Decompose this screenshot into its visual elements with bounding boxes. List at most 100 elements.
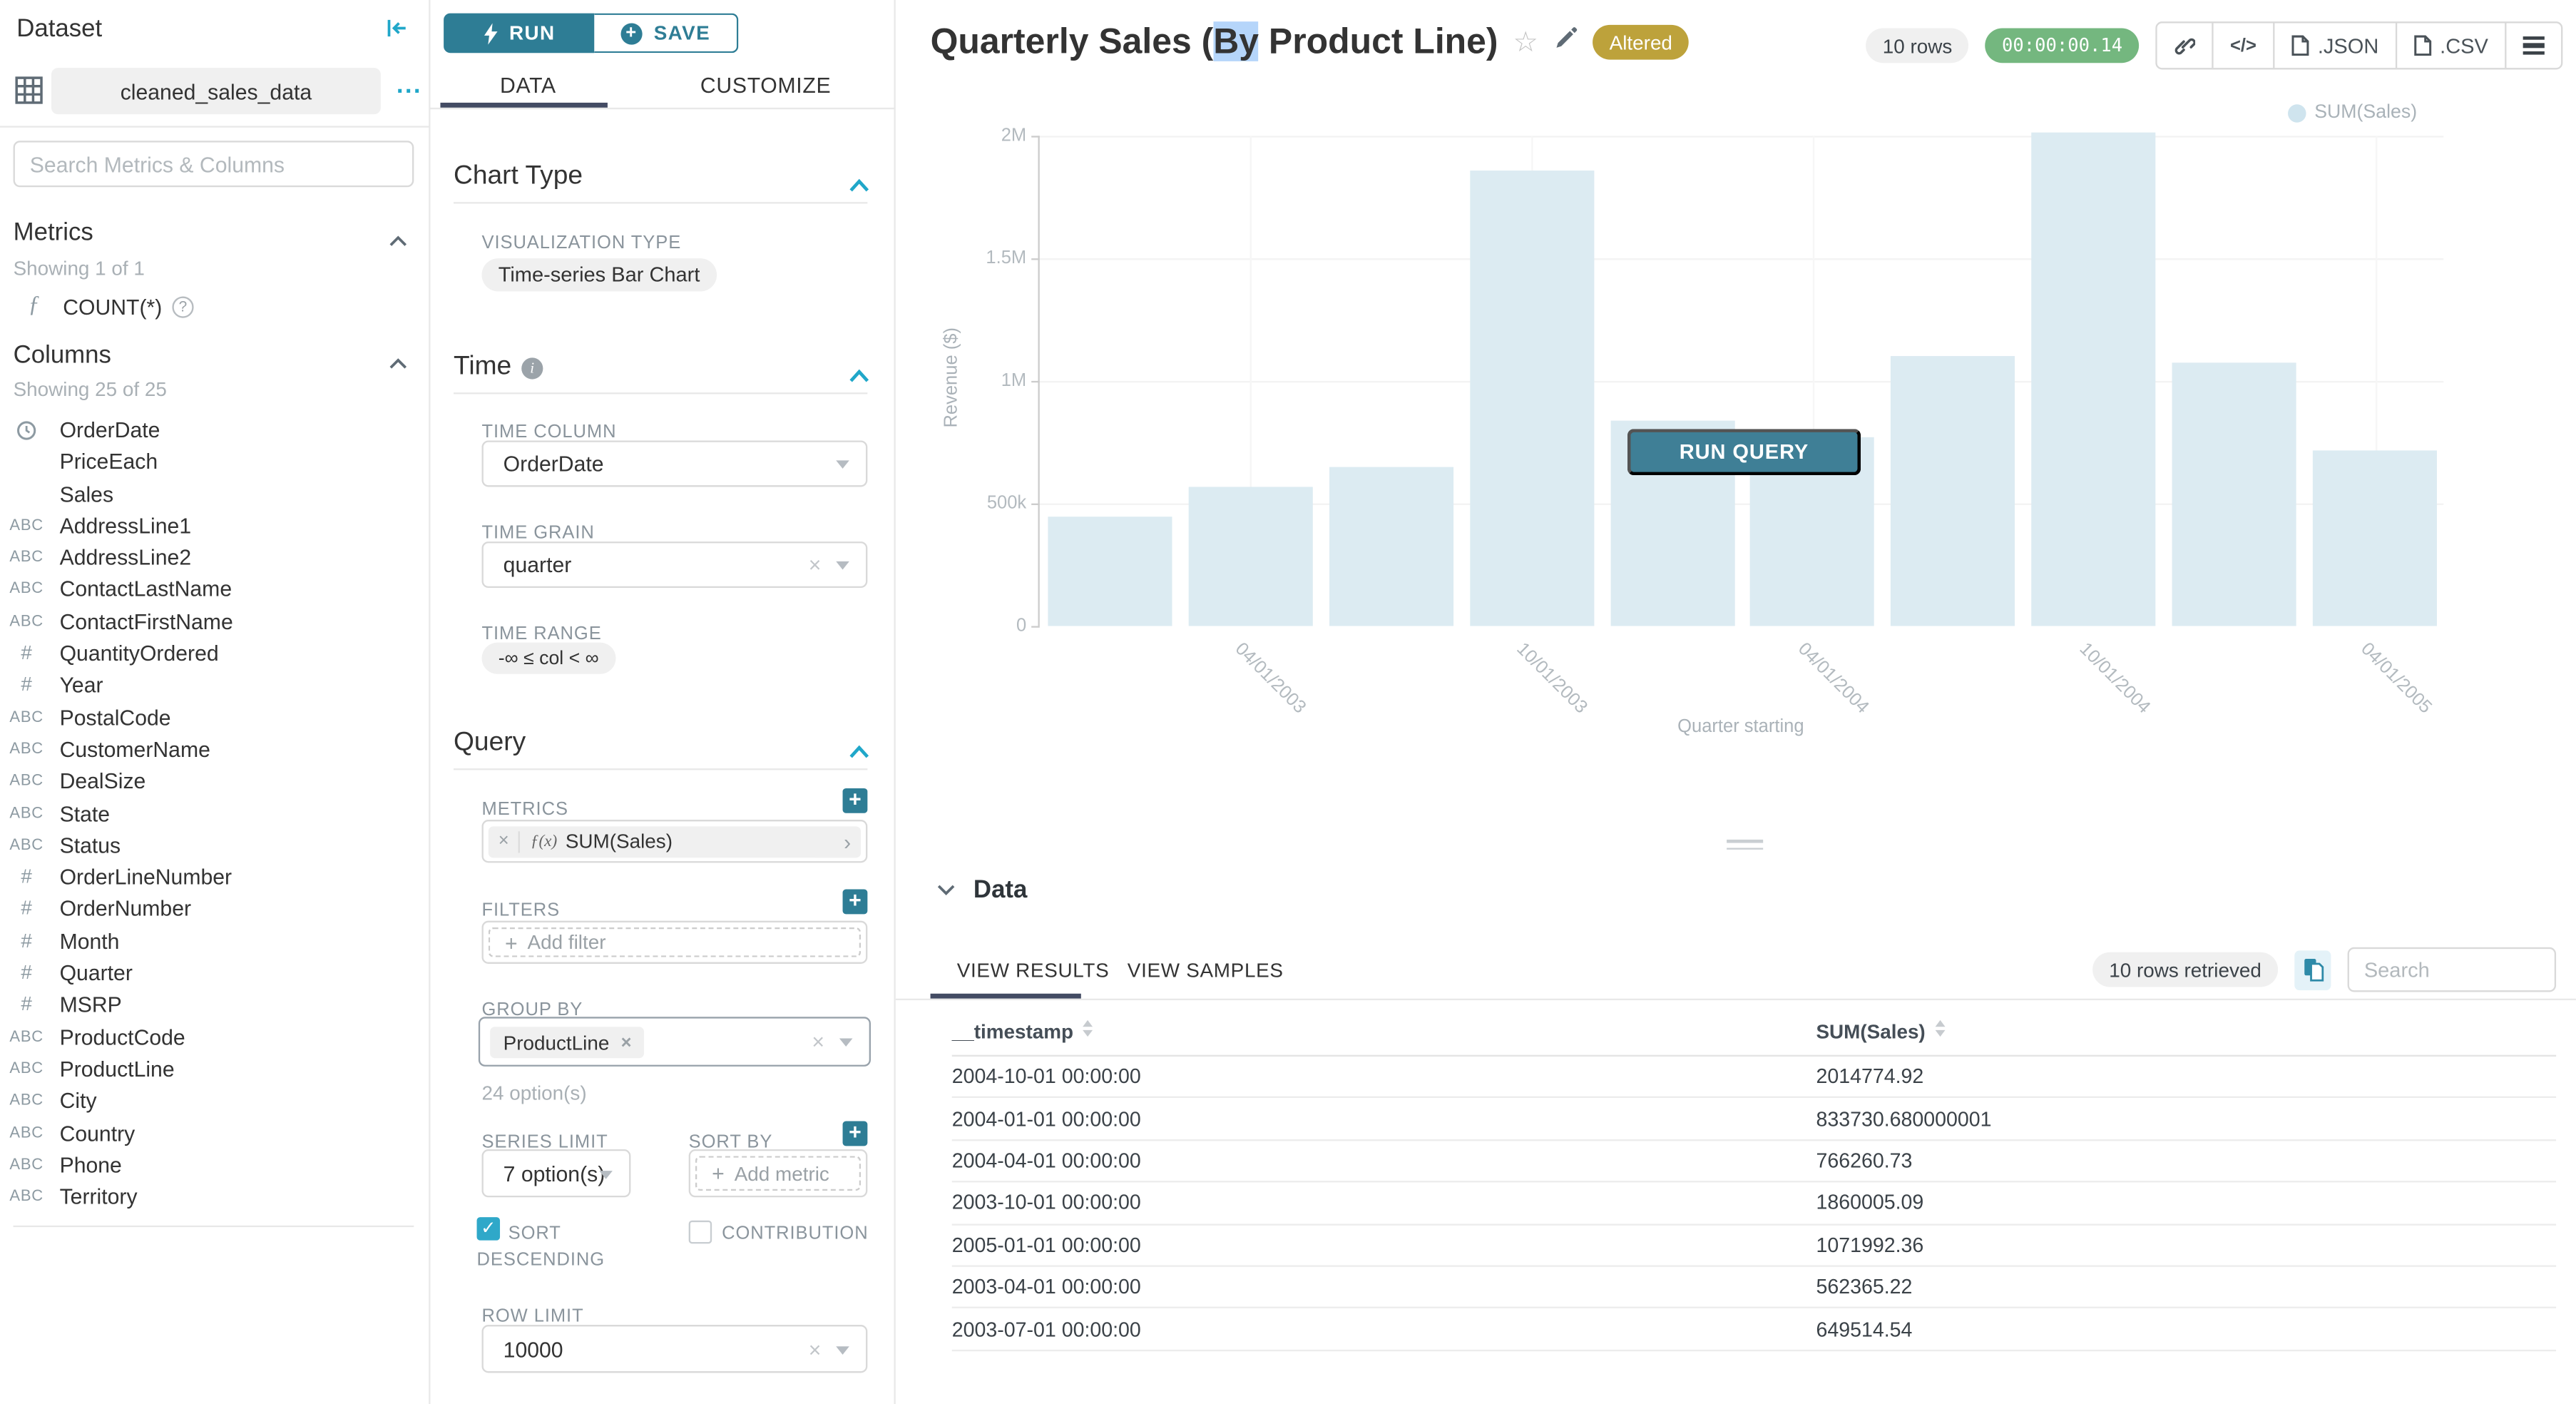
text-type-icon: ABC (9, 516, 44, 535)
viz-type-value[interactable]: Time-series Bar Chart (481, 258, 717, 292)
edit-pencil-icon[interactable] (1553, 26, 1578, 58)
run-query-button[interactable]: RUN QUERY (1627, 429, 1861, 476)
column-item-dealsize[interactable]: ABC DealSize (0, 765, 431, 798)
column-item-productline[interactable]: ABC ProductLine (0, 1053, 431, 1085)
column-header-timestamp[interactable]: __timestamp (952, 1019, 1093, 1043)
column-item-postalcode[interactable]: ABC PostalCode (0, 701, 431, 733)
chart-resize-handle[interactable] (1727, 835, 1764, 855)
copy-button[interactable] (2294, 950, 2331, 990)
column-item-month[interactable]: # Month (0, 925, 431, 957)
save-button[interactable]: + SAVE (594, 13, 739, 54)
y-tick-label: 1M (1001, 370, 1027, 391)
chevron-up-icon[interactable] (389, 347, 408, 377)
y-tick-mark (1031, 625, 1040, 627)
sort-icon[interactable] (1083, 1019, 1093, 1037)
altered-badge[interactable]: Altered (1593, 24, 1690, 60)
column-item-addressline1[interactable]: ABC AddressLine1 (0, 510, 431, 542)
column-item-city[interactable]: ABC City (0, 1085, 431, 1117)
time-range-value[interactable]: -∞ ≤ col < ∞ (481, 642, 615, 674)
bar-2005-01-01[interactable] (2172, 362, 2296, 626)
column-item-sales[interactable]: Sales (0, 478, 431, 510)
sort-icon[interactable] (1935, 1019, 1946, 1037)
metrics-box: × ƒ(x) SUM(Sales) › (481, 820, 868, 863)
chevron-up-icon[interactable] (849, 171, 869, 200)
add-filter-dropzone[interactable]: + Add filter (488, 927, 862, 957)
column-item-addressline2[interactable]: ABC AddressLine2 (0, 542, 431, 574)
metric-item[interactable]: ƒ COUNT(*) ? (0, 292, 431, 325)
menu-button[interactable] (2505, 23, 2561, 68)
column-item-customername[interactable]: ABC CustomerName (0, 733, 431, 765)
chevron-down-icon (839, 1038, 853, 1047)
text-type-icon: ABC (9, 708, 44, 727)
bar-2003-01-01[interactable] (1048, 516, 1172, 626)
sort-descending-checkbox[interactable]: ✓ (476, 1217, 501, 1241)
add-metric-button[interactable]: + (842, 788, 868, 813)
tab-customize[interactable]: CUSTOMIZE (700, 73, 832, 98)
contribution-checkbox[interactable] (688, 1220, 712, 1244)
column-item-contactlastname[interactable]: ABC ContactLastName (0, 574, 431, 606)
column-item-ordernumber[interactable]: # OrderNumber (0, 893, 431, 925)
search-input[interactable] (13, 141, 414, 188)
column-item-year[interactable]: # Year (0, 670, 431, 702)
export-csv-button[interactable]: .CSV (2395, 23, 2505, 68)
column-item-state[interactable]: ABC State (0, 798, 431, 830)
columns-showing: Showing 25 of 25 (13, 377, 167, 401)
time-column-select[interactable]: OrderDate (481, 440, 868, 487)
metric-chip[interactable]: × ƒ(x) SUM(Sales) › (488, 825, 862, 858)
remove-icon[interactable]: × (620, 1032, 632, 1053)
copy-link-button[interactable] (2157, 23, 2212, 68)
clear-icon[interactable]: × (808, 1336, 822, 1362)
chevron-up-icon[interactable] (389, 225, 408, 255)
column-item-phone[interactable]: ABC Phone (0, 1149, 431, 1181)
add-filter-button[interactable]: + (842, 889, 868, 915)
row-limit-select[interactable]: 10000 × (481, 1325, 868, 1373)
column-item-quantityordered[interactable]: # QuantityOrdered (0, 638, 431, 670)
embed-code-button[interactable]: </> (2212, 23, 2273, 68)
table-search-input[interactable] (2347, 947, 2557, 992)
favorite-star-icon[interactable]: ☆ (1513, 25, 1538, 58)
group-by-select[interactable]: ProductLine × × (478, 1017, 872, 1067)
tab-view-samples[interactable]: VIEW SAMPLES (1127, 959, 1284, 982)
column-item-productcode[interactable]: ABC ProductCode (0, 1021, 431, 1053)
bar-2003-04-01[interactable] (1188, 487, 1313, 626)
add-sort-metric-button[interactable]: + (842, 1121, 868, 1146)
chart-panel: Quarterly Sales (By Product Line) ☆ Alte… (895, 0, 2576, 1404)
column-item-priceeach[interactable]: PriceEach (0, 446, 431, 478)
tab-view-results[interactable]: VIEW RESULTS (956, 959, 1110, 982)
series-limit-select[interactable]: 7 option(s) (481, 1149, 631, 1198)
bar-2003-07-01[interactable] (1329, 466, 1453, 626)
clear-icon[interactable]: × (808, 552, 822, 577)
bar-2003-10-01[interactable] (1469, 170, 1594, 626)
tab-data[interactable]: DATA (500, 73, 556, 98)
column-item-status[interactable]: ABC Status (0, 830, 431, 862)
column-item-territory[interactable]: ABC Territory (0, 1181, 431, 1213)
bar-2004-10-01[interactable] (2031, 132, 2156, 626)
column-item-country[interactable]: ABC Country (0, 1117, 431, 1149)
group-by-chip[interactable]: ProductLine × (490, 1027, 645, 1059)
collapse-sidebar-icon[interactable] (386, 16, 409, 39)
dataset-more-menu-icon[interactable]: ... (396, 71, 422, 100)
column-item-orderdate[interactable]: OrderDate (0, 414, 431, 446)
time-grain-select[interactable]: quarter × (481, 541, 868, 589)
column-item-quarter[interactable]: # Quarter (0, 957, 431, 990)
chevron-up-icon[interactable] (849, 737, 869, 767)
run-button[interactable]: RUN (444, 13, 595, 54)
chart-legend[interactable]: SUM(Sales) (2288, 103, 2417, 123)
bar-2004-07-01[interactable] (1891, 356, 2015, 626)
column-item-msrp[interactable]: # MSRP (0, 990, 431, 1022)
add-sort-metric-dropzone[interactable]: + Add metric (695, 1156, 862, 1191)
dataset-name[interactable]: cleaned_sales_data (51, 68, 381, 115)
clear-icon[interactable]: × (812, 1029, 825, 1054)
chart-title[interactable]: Quarterly Sales (By Product Line) (930, 21, 1498, 61)
column-item-contactfirstname[interactable]: ABC ContactFirstName (0, 606, 431, 638)
data-section-header[interactable]: Data (937, 876, 1027, 904)
column-label: ProductLine (59, 1056, 175, 1082)
x-axis-title: Quarter starting (1677, 717, 1804, 737)
remove-icon[interactable]: × (498, 831, 509, 852)
chevron-up-icon[interactable] (849, 361, 869, 391)
column-item-orderlinenumber[interactable]: # OrderLineNumber (0, 861, 431, 893)
column-label: PriceEach (59, 449, 158, 474)
export-json-button[interactable]: .JSON (2273, 23, 2395, 68)
column-header-sum-sales[interactable]: SUM(Sales) (1816, 1019, 1946, 1043)
bar-2005-04-01[interactable] (2312, 449, 2438, 626)
